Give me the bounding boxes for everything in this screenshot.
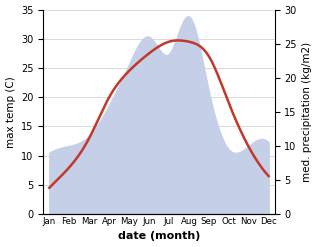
X-axis label: date (month): date (month)	[118, 231, 200, 242]
Y-axis label: med. precipitation (kg/m2): med. precipitation (kg/m2)	[302, 42, 313, 182]
Y-axis label: max temp (C): max temp (C)	[5, 76, 16, 148]
